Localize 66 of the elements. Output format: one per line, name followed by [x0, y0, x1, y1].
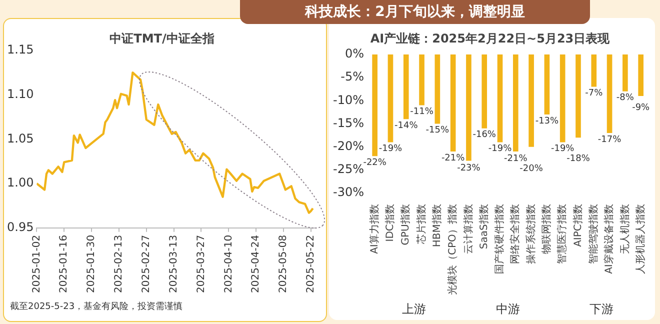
data-label: -14% [394, 120, 418, 131]
chart-title: AI产业链：2025年2月22日~5月23日表现 [370, 31, 611, 46]
data-label: -19% [550, 144, 575, 154]
x-tick-label: 2025-01-16 [58, 234, 70, 294]
data-label: -21% [504, 154, 528, 164]
x-tick-label: 2025-05-22 [306, 234, 317, 294]
x-tick-label: 人形机器人指数 [634, 204, 646, 274]
x-tick-label: 2025-05-08 [278, 234, 290, 294]
data-label: -9% [632, 103, 650, 114]
x-tick-label: 国产软硬件指数 [494, 204, 506, 274]
x-tick-label: IDC指数 [384, 204, 396, 242]
x-tick-label: 2025-04-24 [250, 234, 262, 294]
data-label: -23% [457, 163, 481, 174]
text: 下游 [590, 302, 614, 316]
x-tick-label: 2025-01-02 [31, 234, 42, 294]
x-tick-label: 2025-03-27 [196, 234, 207, 294]
x-tick-label: 2025-03-13 [168, 234, 180, 294]
x-tick-label: 芯片指数 [415, 204, 428, 246]
x-tick-label: 物联网指数 [540, 204, 553, 254]
x-tick-label: 无人机指数 [618, 204, 631, 254]
y-tick-label: 1.10 [7, 86, 34, 101]
y-tick-label: -30% [332, 185, 364, 200]
chart-subtitle: 中证TMT/中证全指 [110, 31, 214, 46]
x-tick-label: HBM指数 [431, 204, 444, 248]
data-label: -11% [410, 107, 434, 118]
text: 科技成长：2月下旬以来，调整明显 [240, 0, 590, 24]
text: 上游 [402, 302, 426, 316]
y-tick-label: -10% [332, 92, 364, 107]
x-tick-label: SaaS指数 [478, 204, 490, 250]
data-label: -16% [472, 130, 496, 140]
x-tick-label: 2025-04-10 [223, 234, 234, 294]
text: 中游 [496, 302, 520, 316]
data-label: -20% [520, 164, 544, 174]
data-label: -18% [566, 154, 590, 164]
y-tick-label: 1.00 [7, 176, 34, 190]
y-tick-label: 1.15 [7, 42, 34, 57]
x-tick-label: 云计算指数 [462, 204, 474, 254]
x-tick-label: AI穿戴设备指数 [603, 204, 616, 274]
x-tick-label: GPU指数 [400, 204, 412, 246]
data-label: -19% [488, 144, 512, 154]
x-tick-label: AIPC指数 [572, 204, 584, 247]
x-tick-label: 2025-02-13 [114, 234, 125, 294]
x-tick-label: 智慧医疗指数 [556, 204, 568, 264]
x-tick-label: 2025-02-27 [140, 234, 152, 294]
x-tick-label: 操作系统指数 [524, 204, 537, 264]
y-tick-label: -20% [332, 139, 364, 153]
x-tick-label: 光模块（CPO）指数 [446, 204, 459, 296]
x-tick-label: AI算力指数 [368, 204, 380, 254]
data-label: -21% [441, 153, 466, 164]
y-tick-label: 0.95 [7, 220, 34, 234]
y-tick-label: -5% [340, 70, 364, 84]
data-label: -7% [585, 88, 604, 99]
y-tick-label: 1.05 [7, 131, 34, 146]
data-label: -8% [616, 93, 634, 104]
data-label: -13% [535, 116, 560, 126]
data-label: -22% [363, 158, 387, 168]
x-tick-label: 网络安全指数 [509, 204, 522, 264]
y-tick-label: 0% [344, 46, 364, 61]
y-tick-label: -25% [332, 162, 364, 176]
data-label: -17% [598, 134, 622, 145]
x-tick-label: 智能驾驶指数 [587, 204, 600, 264]
y-tick-label: -15% [332, 116, 364, 130]
data-label: -15% [426, 126, 450, 136]
text: 截至2025-5-23，基金有风险，投资需谨慎 [10, 300, 183, 313]
x-tick-label: 2025-01-30 [86, 234, 98, 294]
data-label: -19% [378, 144, 403, 154]
